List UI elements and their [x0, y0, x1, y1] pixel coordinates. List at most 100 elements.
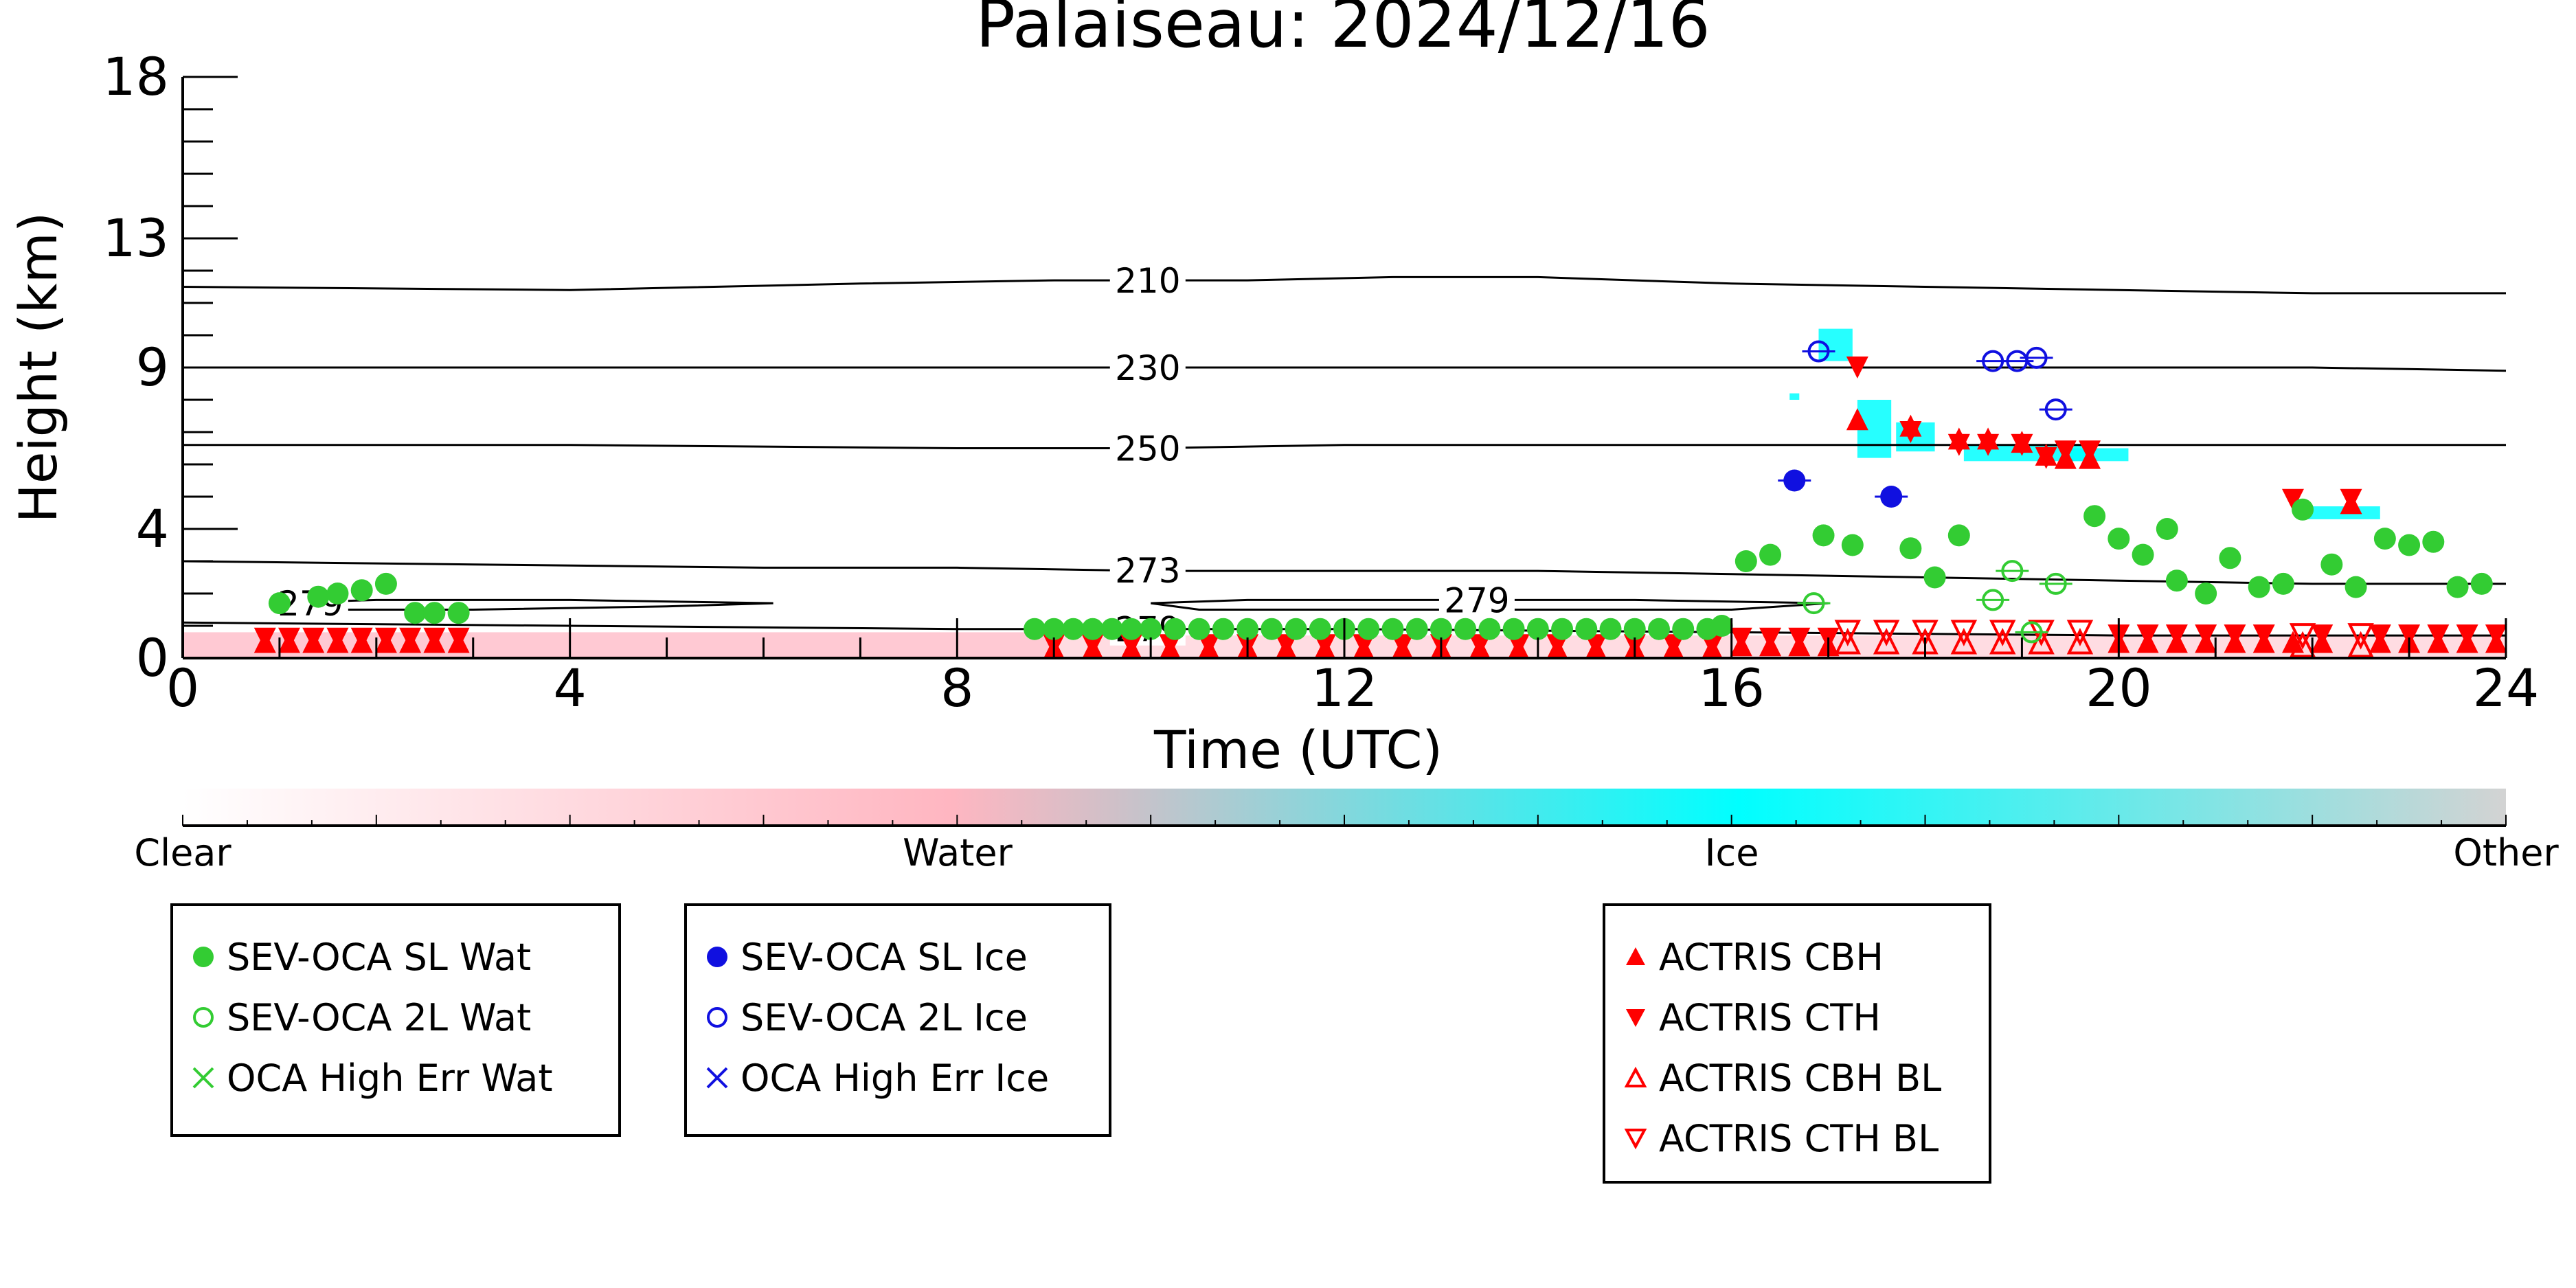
data-point [1024, 618, 1046, 640]
data-point [1880, 486, 1903, 508]
contour-line [182, 560, 2506, 585]
data-point [2289, 631, 2316, 658]
data-point [2347, 631, 2374, 658]
legend-item: SEV-OCA 2L Ice [703, 990, 1028, 1045]
data-point [1405, 618, 1428, 640]
data-point [253, 627, 276, 650]
data-point [1285, 618, 1307, 640]
data-point [2446, 576, 2469, 598]
x-tick-label: 16 [1698, 657, 1765, 719]
legend-item: ACTRIS CTH BL [1622, 1111, 1939, 1166]
data-point [1834, 620, 1862, 646]
open-triangle-up-icon [1624, 1066, 1647, 1087]
data-point [1236, 618, 1259, 640]
data-point [1788, 627, 1811, 650]
data-point [2025, 346, 2048, 369]
data-markers [253, 340, 2507, 659]
data-point [1120, 618, 1142, 640]
data-point [307, 585, 330, 608]
data-point [2001, 560, 2024, 583]
data-point [2398, 624, 2421, 647]
legend-item: ACTRIS CBH BL [1622, 1050, 1941, 1105]
data-point [374, 572, 397, 595]
data-point [1899, 421, 1922, 443]
contour-label: 279 [1444, 580, 1509, 620]
data-point [2165, 624, 2188, 647]
data-point [1759, 543, 1782, 566]
legend-label: OCA High Err Ice [741, 1056, 1050, 1100]
data-point [1803, 592, 1825, 615]
filled-circle-icon [707, 947, 727, 967]
data-point [1430, 618, 1452, 640]
legend-ice: SEV-OCA SL Ice SEV-OCA 2L Ice OCA High E… [684, 903, 1111, 1137]
data-point [2369, 624, 2391, 647]
contour-label: 250 [1115, 429, 1180, 469]
data-point [1261, 618, 1283, 640]
triangle-up-icon [1626, 947, 1645, 965]
y-tick-label: 9 [136, 337, 169, 398]
data-point [1710, 615, 1733, 637]
data-point [399, 627, 422, 650]
data-point [1759, 627, 1782, 650]
data-point [1551, 618, 1574, 640]
legend-item: SEV-OCA SL Ice [703, 929, 1028, 984]
data-point [1647, 618, 1670, 640]
data-point [2156, 518, 2178, 540]
data-point [2340, 488, 2362, 511]
data-point [2347, 623, 2374, 650]
water-phase-band [183, 632, 1054, 658]
data-point [2470, 572, 2493, 595]
data-point [1197, 634, 1220, 657]
ice-phase-patch [1818, 328, 1853, 361]
data-point [374, 627, 397, 650]
contour-line [183, 366, 2507, 372]
data-point [2054, 440, 2077, 463]
data-point [2066, 628, 2094, 655]
data-point [1081, 618, 1104, 640]
data-point [2132, 543, 2154, 566]
data-point [1526, 618, 1549, 640]
data-point [2020, 621, 2043, 644]
data-point [1140, 618, 1162, 640]
data-point [2079, 440, 2101, 463]
data-point [1478, 618, 1501, 640]
y-tick-label: 4 [136, 498, 169, 559]
data-point [1846, 408, 1868, 431]
data-point [2422, 530, 2445, 553]
data-point [326, 627, 349, 650]
ice-phase-patch [1789, 393, 1800, 400]
x-mark-icon [706, 1067, 728, 1089]
data-point [2289, 623, 2316, 650]
open-triangle-down-icon [1624, 1129, 1647, 1150]
data-point [1950, 620, 1978, 646]
x-tick-label: 0 [166, 657, 199, 719]
data-point [423, 627, 446, 650]
data-point [2320, 553, 2343, 576]
colorbar-label-other: Other [2453, 831, 2559, 874]
data-point [2345, 576, 2367, 598]
data-point [1735, 550, 1757, 572]
data-point [1989, 628, 2016, 655]
data-point [1841, 534, 1864, 556]
data-point [2066, 620, 2094, 646]
data-point [1623, 618, 1646, 640]
data-point [1100, 618, 1123, 640]
data-point [2035, 447, 2057, 469]
y-axis-label: Height (km) [8, 212, 69, 523]
data-point [1164, 618, 1186, 640]
colorbar: Clear Water Ice Other [134, 789, 2559, 874]
data-point [2195, 624, 2217, 647]
x-mark-icon [192, 1067, 214, 1089]
data-point [1662, 634, 1685, 657]
data-point [1043, 618, 1065, 640]
legend-label: ACTRIS CBH [1659, 935, 1884, 979]
data-point [1947, 433, 1970, 456]
data-point [447, 627, 470, 650]
data-point [1672, 618, 1695, 640]
legend-item: SEV-OCA 2L Wat [190, 990, 531, 1045]
legend-item: ACTRIS CBH [1622, 929, 1884, 984]
data-point [1585, 634, 1607, 657]
data-point [2292, 498, 2314, 521]
colorbar-label-water: Water [903, 831, 1013, 874]
